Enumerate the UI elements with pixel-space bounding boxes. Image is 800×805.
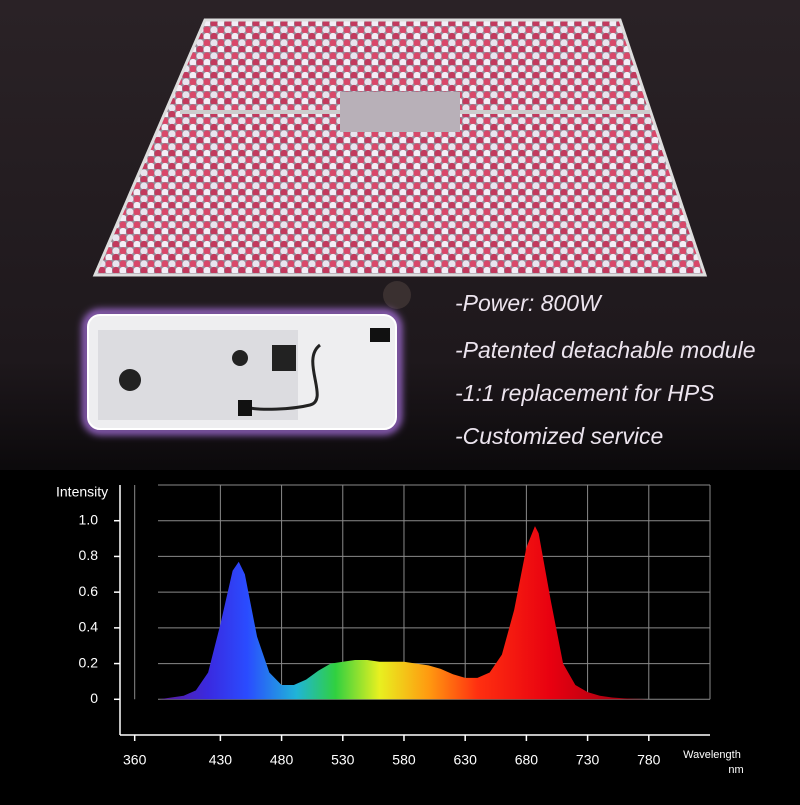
x-axis-label: Wavelength: [683, 749, 741, 761]
chart-background: [0, 470, 800, 800]
x-tick-label: 780: [637, 752, 661, 768]
x-tick-label: 580: [392, 752, 416, 768]
y-tick-label: 0.2: [79, 654, 99, 670]
power-cord: [249, 343, 322, 411]
y-tick-label: 0.6: [79, 583, 99, 599]
feature: -Customized service: [455, 423, 663, 449]
feature: -Power: 800W: [455, 290, 603, 316]
x-tick-label: 730: [576, 752, 600, 768]
plug: [370, 328, 390, 342]
spectrum-area: [159, 526, 649, 700]
feature: -Patented detachable module: [455, 337, 756, 363]
plug: [238, 400, 252, 416]
driver-box: [340, 92, 460, 132]
x-tick-label: 680: [515, 752, 539, 768]
led-panel: [92, 18, 708, 277]
switch: [232, 350, 248, 366]
feature: -1:1 replacement for HPS: [455, 380, 715, 406]
y-tick-label: 0.8: [79, 547, 99, 563]
x-axis-unit: nm: [728, 764, 743, 776]
x-tick-label: 430: [209, 752, 233, 768]
x-tick-label: 360: [123, 752, 147, 768]
inset-glow: [83, 310, 401, 434]
hanger: [383, 281, 411, 309]
x-tick-label: 480: [270, 752, 294, 768]
y-tick-label: 0.4: [79, 619, 99, 635]
power-socket: [272, 345, 296, 371]
y-tick-label: 0: [90, 690, 98, 706]
connector: [119, 369, 141, 391]
x-tick-label: 530: [331, 752, 355, 768]
y-axis-label: Intensity: [56, 484, 108, 500]
x-tick-label: 630: [454, 752, 478, 768]
y-tick-label: 1.0: [79, 511, 99, 527]
